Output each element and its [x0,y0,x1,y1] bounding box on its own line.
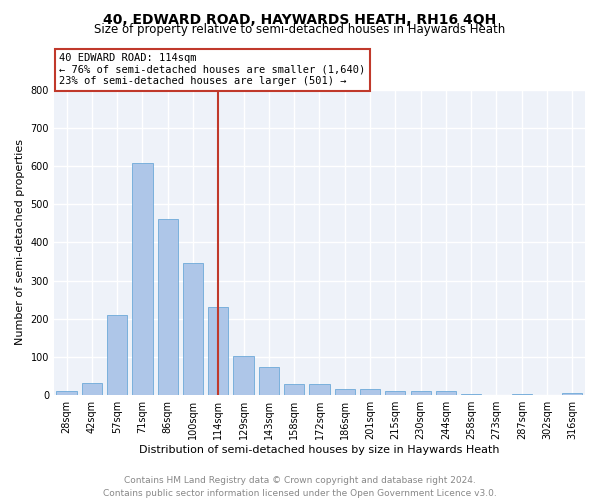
Bar [335,388,355,395]
Text: 40 EDWARD ROAD: 114sqm
← 76% of semi-detached houses are smaller (1,640)
23% of : 40 EDWARD ROAD: 114sqm ← 76% of semi-det… [59,54,365,86]
Bar [133,163,152,395]
Bar [436,392,456,395]
Text: Size of property relative to semi-detached houses in Haywards Heath: Size of property relative to semi-detach… [94,22,506,36]
Bar [208,306,229,395]
X-axis label: Distribution of semi-detached houses by size in Haywards Heath: Distribution of semi-detached houses by … [139,445,500,455]
Bar [360,388,380,395]
Bar [183,262,203,395]
Bar [259,366,279,395]
Bar [56,392,77,395]
Bar [410,392,431,395]
Bar [385,392,406,395]
Bar [310,384,329,395]
Bar [461,394,481,395]
Bar [82,383,102,395]
Bar [284,384,304,395]
Bar [562,392,583,395]
Text: Contains HM Land Registry data © Crown copyright and database right 2024.
Contai: Contains HM Land Registry data © Crown c… [103,476,497,498]
Y-axis label: Number of semi-detached properties: Number of semi-detached properties [15,140,25,346]
Bar [233,356,254,395]
Bar [158,220,178,395]
Bar [512,394,532,395]
Bar [107,315,127,395]
Text: 40, EDWARD ROAD, HAYWARDS HEATH, RH16 4QH: 40, EDWARD ROAD, HAYWARDS HEATH, RH16 4Q… [103,12,497,26]
